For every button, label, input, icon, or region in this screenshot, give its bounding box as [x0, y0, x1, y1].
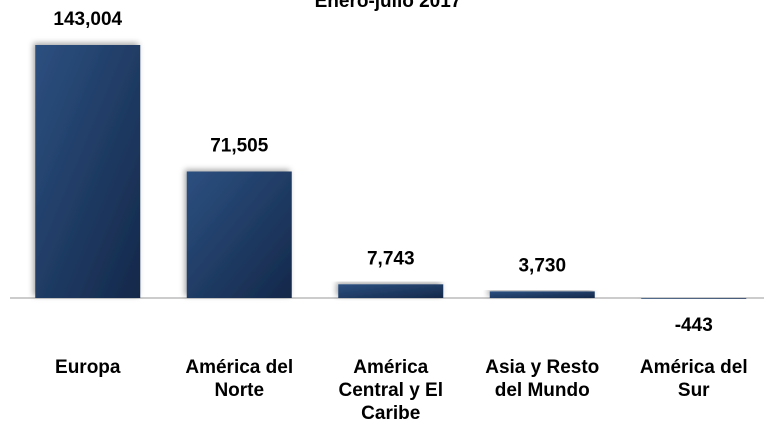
- category-label: América del Sur: [639, 357, 748, 401]
- value-label: -443: [675, 315, 713, 336]
- bar: [186, 171, 292, 298]
- category-label: América del Norte: [185, 357, 294, 401]
- category-label: Asia y Resto del Mundo: [485, 357, 600, 401]
- bar: [338, 284, 444, 298]
- value-label: 143,004: [53, 9, 122, 30]
- bar: [489, 291, 595, 298]
- bar: [641, 298, 747, 299]
- bar: [35, 45, 141, 298]
- value-label: 3,730: [518, 255, 566, 276]
- value-label: 7,743: [367, 248, 415, 269]
- category-label: Europa: [55, 357, 121, 378]
- value-label: 71,505: [210, 136, 269, 157]
- category-label: América Central y El Caribe: [338, 357, 444, 424]
- chart-title: Enero-julio 2017: [315, 0, 462, 12]
